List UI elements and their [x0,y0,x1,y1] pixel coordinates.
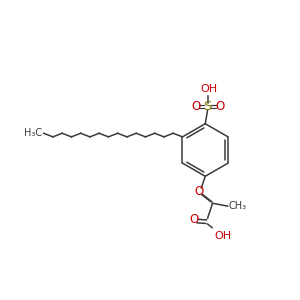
Text: O: O [191,100,200,113]
Text: H₃C: H₃C [24,128,42,138]
Text: OH: OH [214,231,232,241]
Text: S: S [203,100,212,113]
Text: O: O [190,213,199,226]
Text: O: O [194,185,203,198]
Text: OH: OH [200,84,217,94]
Text: O: O [215,100,224,113]
Text: CH₃: CH₃ [229,201,247,211]
